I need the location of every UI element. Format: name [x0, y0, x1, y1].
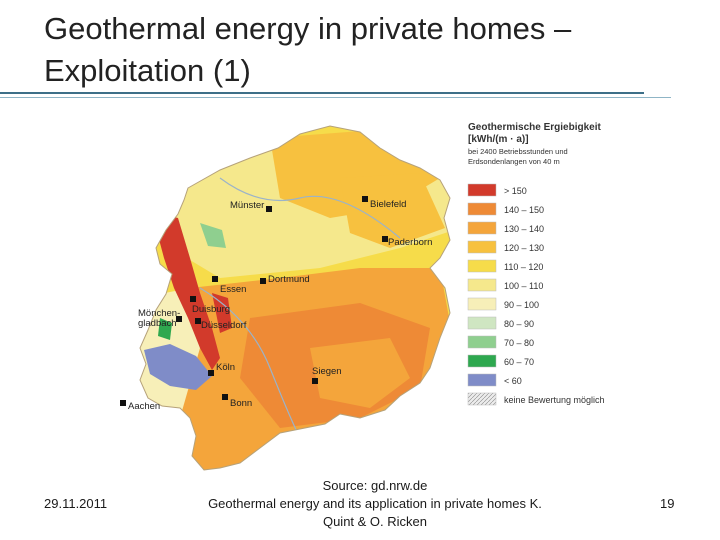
city-dot-aachen — [120, 400, 126, 406]
source-line-3: Quint & O. Ricken — [322, 514, 428, 529]
legend-label: keine Bewertung möglich — [504, 395, 605, 405]
legend-label: 110 – 120 — [504, 262, 543, 272]
slide-page-number: 19 — [660, 496, 675, 511]
slide-date: 29.11.2011 — [44, 496, 108, 511]
city-label-aachen: Aachen — [128, 401, 160, 412]
slide-title-line-1: Geothermal energy in private homes – — [44, 11, 572, 46]
legend-swatch — [467, 335, 497, 349]
city-dot-moenchengladbach — [176, 316, 182, 322]
legend-label: > 150 — [504, 186, 527, 196]
legend-swatch — [467, 392, 497, 406]
legend-label: 60 – 70 — [504, 357, 534, 367]
city-label-koeln: Köln — [216, 362, 235, 373]
city-dot-bielefeld — [362, 196, 368, 202]
city-dot-bonn — [222, 394, 228, 400]
city-label-paderborn: Paderborn — [388, 237, 432, 248]
legend-label: 120 – 130 — [504, 243, 544, 253]
legend-swatch — [467, 183, 497, 197]
geothermal-map: Münster Bielefeld Paderborn Dortmund Ess… — [120, 122, 605, 471]
city-dot-duesseldorf — [195, 318, 201, 324]
title-divider-dark — [0, 92, 644, 94]
legend-label: 100 – 110 — [504, 281, 543, 291]
city-markers: Münster Bielefeld Paderborn Dortmund Ess… — [120, 196, 432, 412]
city-label-bonn: Bonn — [230, 398, 252, 409]
source-line-2: Geothermal energy and its application in… — [208, 496, 542, 511]
city-dot-dortmund — [260, 278, 266, 284]
legend-swatch — [467, 259, 497, 273]
title-divider-light — [0, 97, 671, 98]
state-border — [139, 125, 451, 471]
city-label-moenchengladbach-2: gladbach — [138, 318, 177, 329]
legend-swatch — [467, 240, 497, 254]
legend-label: 140 – 150 — [504, 205, 544, 215]
city-label-moenchengladbach-1: Mönchen- — [138, 308, 180, 319]
city-dot-paderborn — [382, 236, 388, 242]
city-label-bielefeld: Bielefeld — [370, 199, 406, 210]
legend-swatch — [467, 297, 497, 311]
map-legend: Geothermische Ergiebigkeit [kWh/(m · a)]… — [467, 122, 605, 406]
city-dot-koeln — [208, 370, 214, 376]
source-line-1: Source: gd.nrw.de — [322, 478, 428, 493]
legend-label: 70 – 80 — [504, 338, 534, 348]
map-regions — [140, 126, 450, 470]
slide-source: Source: gd.nrw.de Geothermal energy and … — [190, 477, 560, 531]
slide-title-line-2: Exploitation (1) — [44, 53, 251, 88]
city-label-duesseldorf: Düsseldorf — [201, 320, 247, 331]
city-label-essen: Essen — [220, 284, 246, 295]
city-label-duisburg: Duisburg — [192, 304, 230, 315]
city-label-dortmund: Dortmund — [268, 274, 310, 285]
legend-title-line-1: Geothermische Ergiebigkeit — [468, 122, 601, 133]
legend-swatch — [467, 202, 497, 216]
legend-label: 80 – 90 — [504, 319, 534, 329]
legend-swatch — [467, 221, 497, 235]
city-dot-muenster — [266, 206, 272, 212]
legend-swatch — [467, 373, 497, 387]
legend-subtitle-line-2: Erdsondenlangen von 40 m — [468, 157, 560, 166]
city-dot-duisburg — [190, 296, 196, 302]
city-label-siegen: Siegen — [312, 366, 342, 377]
legend-label: 90 – 100 — [504, 300, 539, 310]
city-dot-essen — [212, 276, 218, 282]
slide-title: Geothermal energy in private homes – Exp… — [44, 8, 684, 92]
legend-swatch — [467, 354, 497, 368]
legend-swatch — [467, 316, 497, 330]
legend-label: 130 – 140 — [504, 224, 544, 234]
legend-label: < 60 — [504, 376, 522, 386]
legend-subtitle-line-1: bei 2400 Betriebsstunden und — [468, 147, 568, 156]
legend-items: > 150 140 – 150 130 – 140 120 – 130 110 – 12… — [467, 183, 605, 406]
legend-title-line-2: [kWh/(m · a)] — [468, 134, 529, 145]
city-label-muenster: Münster — [230, 200, 264, 211]
legend-swatch — [467, 278, 497, 292]
city-dot-siegen — [312, 378, 318, 384]
